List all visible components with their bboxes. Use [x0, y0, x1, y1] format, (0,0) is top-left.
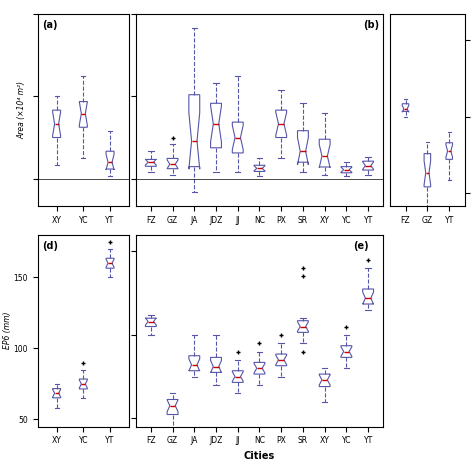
- PathPatch shape: [189, 95, 200, 169]
- PathPatch shape: [424, 154, 431, 187]
- PathPatch shape: [402, 104, 409, 112]
- PathPatch shape: [232, 371, 243, 383]
- PathPatch shape: [210, 357, 221, 373]
- Y-axis label: Area (×10⁴ m²): Area (×10⁴ m²): [18, 81, 27, 139]
- PathPatch shape: [254, 165, 265, 172]
- PathPatch shape: [79, 101, 87, 127]
- X-axis label: Cities: Cities: [244, 451, 275, 461]
- PathPatch shape: [319, 139, 330, 168]
- PathPatch shape: [298, 131, 309, 165]
- PathPatch shape: [232, 122, 243, 153]
- Y-axis label: EP6 (mm): EP6 (mm): [3, 312, 12, 349]
- Text: (e): (e): [354, 240, 369, 251]
- PathPatch shape: [167, 158, 178, 169]
- PathPatch shape: [106, 151, 114, 170]
- PathPatch shape: [319, 374, 330, 387]
- PathPatch shape: [53, 389, 61, 398]
- Text: (a): (a): [43, 20, 58, 30]
- PathPatch shape: [146, 159, 156, 166]
- PathPatch shape: [254, 363, 265, 374]
- PathPatch shape: [341, 346, 352, 357]
- PathPatch shape: [210, 103, 221, 148]
- PathPatch shape: [298, 321, 309, 332]
- Text: (b): (b): [364, 20, 380, 30]
- PathPatch shape: [146, 318, 156, 327]
- PathPatch shape: [363, 289, 374, 304]
- Text: (d): (d): [43, 240, 58, 251]
- PathPatch shape: [276, 110, 287, 137]
- PathPatch shape: [446, 143, 453, 159]
- PathPatch shape: [167, 400, 178, 414]
- PathPatch shape: [189, 356, 200, 371]
- PathPatch shape: [79, 379, 87, 389]
- PathPatch shape: [276, 354, 287, 366]
- PathPatch shape: [106, 258, 114, 268]
- PathPatch shape: [363, 161, 374, 170]
- PathPatch shape: [53, 110, 61, 137]
- PathPatch shape: [341, 167, 352, 173]
